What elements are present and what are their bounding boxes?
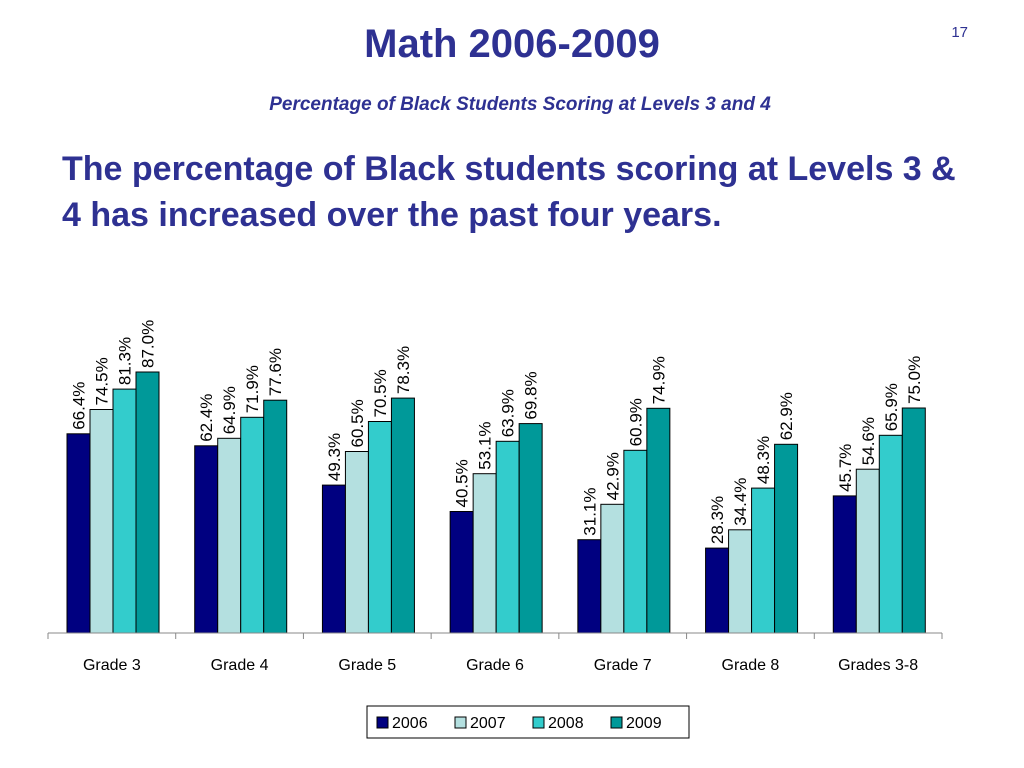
data-label: 81.3% [116, 337, 135, 385]
bar-2008-1 [240, 416, 265, 634]
bar-2009-5 [774, 443, 799, 634]
x-tick-label: Grades 3-8 [838, 657, 918, 674]
bar-2006-1 [194, 445, 219, 634]
bar-2009-4 [646, 407, 671, 634]
bar-2008-0 [112, 388, 137, 634]
data-label: 74.5% [93, 357, 112, 405]
legend-swatch-2009 [610, 716, 623, 729]
data-label: 45.7% [836, 444, 855, 492]
bar-2009-6 [901, 407, 926, 634]
bars-group [66, 371, 926, 634]
bar-2006-4 [577, 539, 602, 634]
bar-2007-2 [344, 451, 369, 634]
x-axis: Grade 3 Grade 4 Grade 5 Grade 6 Grade 7 Grade… [47, 632, 943, 674]
bar-2009-3 [518, 423, 543, 634]
x-tick-label: Grade 7 [594, 657, 652, 674]
bar-2006-2 [321, 484, 346, 634]
bar-2009-1 [263, 399, 288, 634]
bar-2006-3 [449, 511, 474, 634]
bar-2006-5 [705, 547, 730, 634]
slide-title: Math 2006-2009 [364, 22, 660, 66]
headline-text: The percentage of Black students scoring… [62, 150, 956, 234]
data-label: 74.9% [649, 356, 668, 404]
data-label: 65.9% [882, 383, 901, 431]
data-label: 63.9% [499, 389, 518, 437]
bar-2009-0 [135, 371, 160, 634]
data-label: 78.3% [394, 346, 413, 394]
data-label: 34.4% [731, 478, 750, 526]
data-label: 49.3% [325, 433, 344, 481]
bar-2009-2 [390, 397, 415, 634]
data-label: 31.1% [580, 487, 599, 535]
bar-2008-6 [878, 434, 903, 634]
data-label: 48.3% [754, 436, 773, 484]
data-label: 62.4% [197, 394, 216, 442]
bar-2007-3 [472, 473, 497, 634]
data-label: 28.3% [708, 496, 727, 544]
data-label: 60.5% [348, 399, 367, 447]
legend-swatch-2007 [454, 716, 467, 729]
data-label: 60.9% [626, 398, 645, 446]
bar-2007-6 [855, 468, 880, 634]
slide-subtitle: Percentage of Black Students Scoring at … [269, 94, 771, 115]
bar-2006-0 [66, 433, 91, 634]
data-label: 87.0% [139, 320, 158, 368]
bar-2008-4 [623, 449, 648, 634]
bar-2007-0 [89, 409, 114, 634]
x-tick-label: Grade 4 [211, 657, 269, 674]
data-label: 77.6% [266, 348, 285, 396]
data-label: 71.9% [243, 365, 262, 413]
legend: 2006 2007 2008 2009 [366, 705, 690, 739]
slide-number: 17 [951, 24, 968, 41]
legend-label-2007: 2007 [470, 715, 506, 732]
x-tick-label: Grade 6 [466, 657, 524, 674]
data-label: 70.5% [371, 369, 390, 417]
x-tick-label: Grade 5 [338, 657, 396, 674]
data-label: 40.5% [453, 459, 472, 507]
data-label: 66.4% [70, 382, 89, 430]
data-label: 69.8% [522, 371, 541, 419]
legend-label-2006: 2006 [392, 715, 428, 732]
legend-box [366, 705, 690, 739]
legend-swatch-2006 [376, 716, 389, 729]
x-tick-label: Grade 8 [722, 657, 780, 674]
data-label: 62.9% [777, 392, 796, 440]
data-label: 54.6% [859, 417, 878, 465]
bar-2007-4 [600, 503, 625, 634]
legend-label-2008: 2008 [548, 715, 584, 732]
bar-2007-1 [217, 437, 242, 634]
data-label: 42.9% [603, 452, 622, 500]
legend-label-2009: 2009 [626, 715, 662, 732]
data-label: 75.0% [905, 356, 924, 404]
bar-2007-5 [728, 529, 753, 634]
bar-2008-5 [751, 487, 776, 634]
data-label: 53.1% [476, 421, 495, 469]
data-label: 64.9% [220, 386, 239, 434]
x-tick-label: Grade 3 [83, 657, 141, 674]
bar-2008-3 [495, 440, 520, 634]
bar-labels-group: 66.4% 62.4% 49.3% 40.5% 31.1% 28.3% 45.7% 74.5%… [70, 320, 924, 544]
bar-2008-2 [367, 421, 392, 634]
bar-2006-6 [832, 495, 857, 634]
legend-swatch-2008 [532, 716, 545, 729]
